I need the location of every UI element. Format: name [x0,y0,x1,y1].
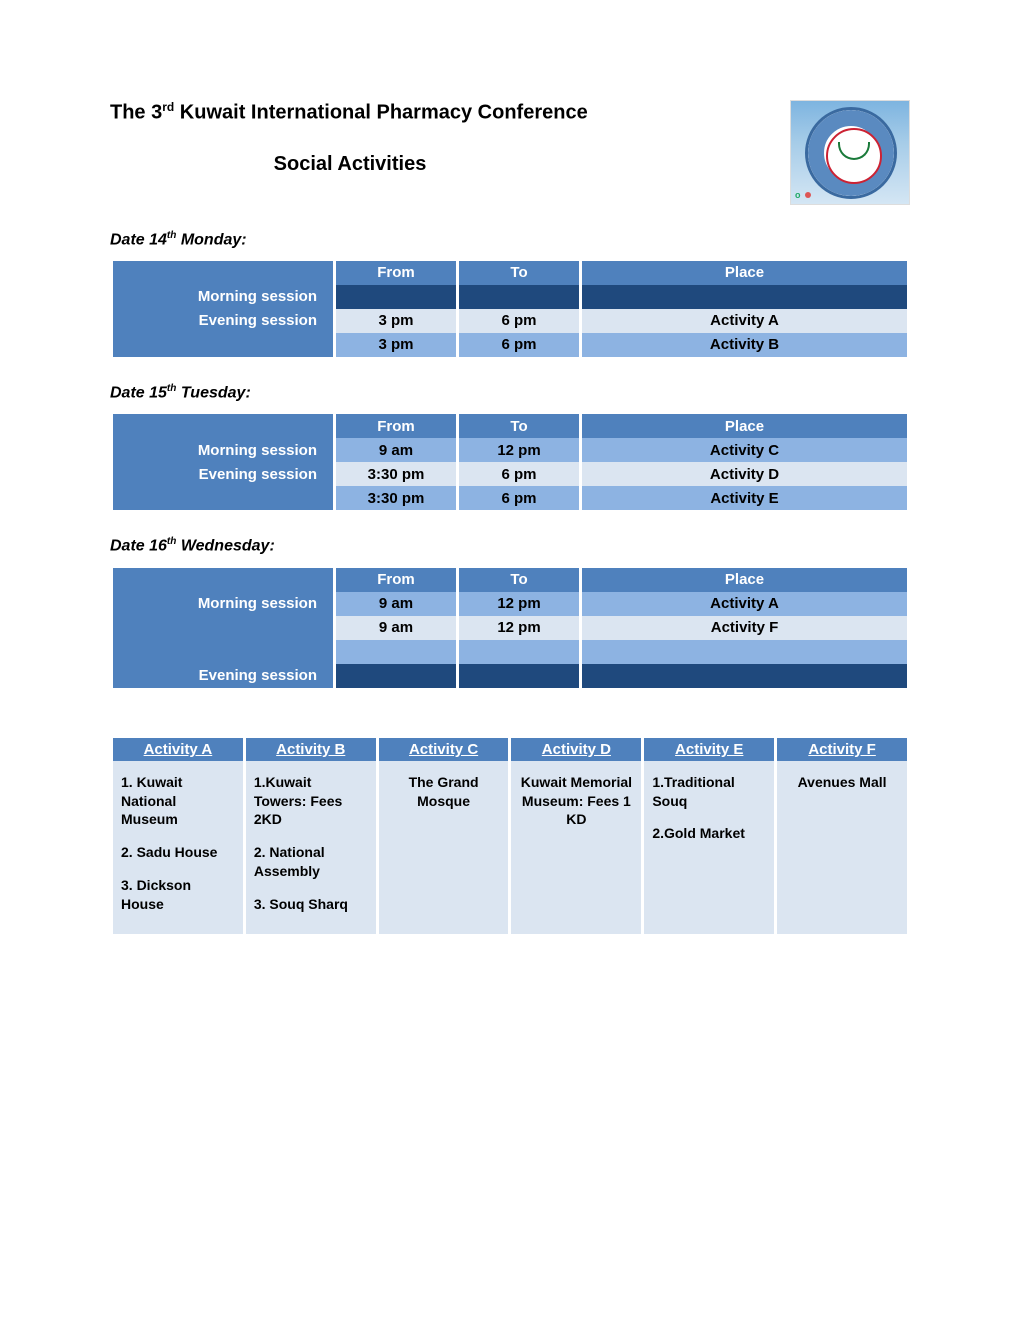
activity-cell: 1. Kuwait National Museum2. Sadu House3.… [113,761,243,934]
schedules-container: Date 14th Monday: From To Place Morning … [110,230,910,688]
activities-table: Activity AActivity BActivity CActivity D… [110,738,910,934]
cell-to: 6 pm [459,333,579,357]
schedule-table: From To Place Morning session 9 am 12 pm… [110,414,910,510]
page-subtitle: Social Activities [110,153,590,176]
header-place: Place [582,261,907,285]
header-to: To [459,261,579,285]
schedule-table: From To Place Morning session Evening se… [110,261,910,357]
cell-place: Activity F [582,616,907,640]
cell-to [459,640,579,664]
cell-from [336,285,456,309]
cell-place: Activity D [582,462,907,486]
cell-to [459,664,579,688]
header-from: From [336,568,456,592]
activity-header: Activity C [379,738,509,761]
activities-header-row: Activity AActivity BActivity CActivity D… [113,738,907,761]
table-row: Evening session [113,664,907,688]
session-label: Evening session [113,309,333,333]
activity-header: Activity A [113,738,243,761]
conference-logo: o [790,100,910,205]
cell-from [336,640,456,664]
table-row: Morning session [113,285,907,309]
cell-to: 6 pm [459,486,579,510]
header-place: Place [582,568,907,592]
cell-from: 9 am [336,616,456,640]
cell-from: 3 pm [336,333,456,357]
header-to: To [459,414,579,438]
table-row: Evening session 3:30 pm 6 pm Activity D [113,462,907,486]
cell-to: 12 pm [459,438,579,462]
table-row: 3:30 pm 6 pm Activity E [113,486,907,510]
session-label [113,486,333,510]
session-label: Evening session [113,664,333,688]
page: The 3rd Kuwait International Pharmacy Co… [0,0,1020,1320]
header-blank [113,414,333,438]
session-label: Evening session [113,462,333,486]
cell-from: 3:30 pm [336,486,456,510]
cell-to: 12 pm [459,592,579,616]
date-label: Date 15th Tuesday: [110,383,910,402]
activity-cell: The Grand Mosque [379,761,509,934]
session-label [113,640,333,664]
cell-place [582,285,907,309]
cell-to: 6 pm [459,462,579,486]
activity-header: Activity E [644,738,774,761]
cell-place [582,640,907,664]
page-title: The 3rd Kuwait International Pharmacy Co… [110,100,790,125]
table-row: 3 pm 6 pm Activity B [113,333,907,357]
activity-header: Activity F [777,738,907,761]
table-row: Morning session 9 am 12 pm Activity A [113,592,907,616]
header-blank [113,261,333,285]
cell-from: 9 am [336,592,456,616]
activity-cell: 1.Traditional Souq2.Gold Market [644,761,774,934]
session-label: Morning session [113,592,333,616]
header-to: To [459,568,579,592]
table-row: 9 am 12 pm Activity F [113,616,907,640]
header-place: Place [582,414,907,438]
table-row: Morning session 9 am 12 pm Activity C [113,438,907,462]
session-label [113,616,333,640]
cell-from: 3:30 pm [336,462,456,486]
cell-to: 6 pm [459,309,579,333]
cell-place [582,664,907,688]
cell-from: 9 am [336,438,456,462]
activity-cell: Avenues Mall [777,761,907,934]
cell-to [459,285,579,309]
header-row: The 3rd Kuwait International Pharmacy Co… [110,100,910,216]
cell-place: Activity A [582,592,907,616]
table-row: Evening session 3 pm 6 pm Activity A [113,309,907,333]
table-row [113,640,907,664]
session-label [113,333,333,357]
cell-place: Activity B [582,333,907,357]
cell-to: 12 pm [459,616,579,640]
activity-header: Activity D [511,738,641,761]
cell-place: Activity C [582,438,907,462]
title-pre: The 3 [110,102,162,124]
activity-header: Activity B [246,738,376,761]
cell-from: 3 pm [336,309,456,333]
schedule-table: From To Place Morning session 9 am 12 pm… [110,568,910,688]
activity-cell: 1.Kuwait Towers: Fees 2KD2. National Ass… [246,761,376,934]
session-label: Morning session [113,285,333,309]
header-from: From [336,414,456,438]
header-blank [113,568,333,592]
date-label: Date 14th Monday: [110,230,910,249]
cell-place: Activity A [582,309,907,333]
date-label: Date 16th Wednesday: [110,536,910,555]
activity-cell: Kuwait Memorial Museum: Fees 1 KD [511,761,641,934]
session-label: Morning session [113,438,333,462]
cell-from [336,664,456,688]
title-block: The 3rd Kuwait International Pharmacy Co… [110,100,790,216]
activities-body-row: 1. Kuwait National Museum2. Sadu House3.… [113,761,907,934]
header-from: From [336,261,456,285]
title-sup: rd [162,100,174,114]
cell-place: Activity E [582,486,907,510]
title-post: Kuwait International Pharmacy Conference [174,102,587,124]
